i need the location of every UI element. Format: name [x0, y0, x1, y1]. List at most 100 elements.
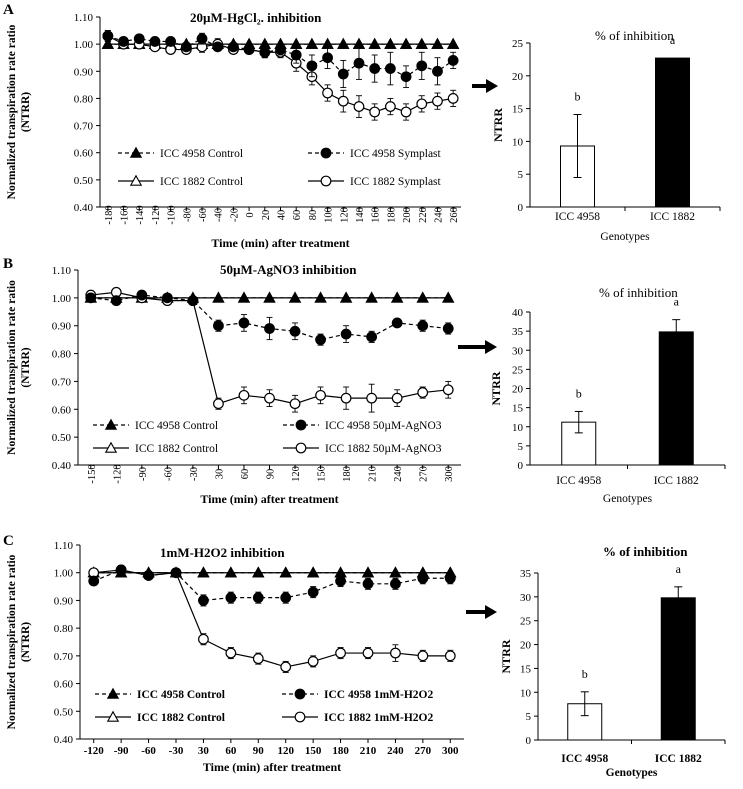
y-tick-label: 1.00 — [54, 568, 74, 580]
significance-letter: a — [670, 33, 676, 47]
x-tick-label: 140 — [355, 207, 366, 223]
y-tick-label: 0.60 — [74, 148, 94, 160]
category-label: ICC 1882 — [655, 753, 702, 765]
y-tick-label: 0.90 — [54, 595, 74, 607]
data-point — [335, 647, 346, 659]
data-point — [391, 317, 403, 329]
y-tick-label: 0.40 — [54, 734, 74, 746]
x-tick-label: 180 — [342, 466, 353, 482]
x-tick-label: -20 — [229, 208, 240, 222]
x-tick-label: 160 — [371, 207, 382, 223]
data-point — [280, 592, 292, 604]
bar-chart-title: % of inhibition — [599, 285, 678, 300]
x-tick-label: 220 — [418, 207, 429, 223]
x-axis-label: Genotypes — [600, 231, 650, 243]
data-point — [187, 295, 199, 307]
legend-label: ICC 4958 Control — [160, 148, 243, 160]
x-tick-label: 150 — [317, 466, 328, 482]
data-point — [307, 656, 319, 667]
y-tick-label: 1.10 — [54, 540, 74, 552]
legend-marker — [104, 441, 118, 453]
x-tick-label: 60 — [292, 210, 303, 221]
x-tick-label: -120 — [84, 745, 105, 757]
data-point — [198, 595, 209, 606]
y-tick-label: 25 — [520, 616, 532, 628]
significance-letter: b — [575, 90, 581, 104]
x-tick-label: -90 — [138, 467, 149, 481]
y-axis-label-unit: (NTRR) — [20, 347, 32, 387]
y-tick-label: 30 — [520, 592, 532, 604]
y-tick-label: 0.80 — [54, 623, 74, 635]
x-tick-label: 80 — [308, 210, 319, 221]
y-tick-label: 35 — [520, 568, 532, 580]
x-tick-label: -160 — [120, 205, 131, 224]
x-tick-label: 40 — [277, 210, 288, 221]
y-tick-label: 0 — [518, 460, 524, 472]
significance-letter: a — [674, 295, 680, 309]
data-point — [447, 55, 459, 66]
y-tick-label: 5 — [518, 441, 524, 453]
data-point — [391, 291, 404, 303]
data-point — [431, 37, 444, 49]
legend-label: ICC 4958 Control — [135, 420, 218, 432]
data-point — [305, 37, 319, 49]
x-tick-label: -60 — [141, 745, 156, 757]
data-point — [259, 46, 271, 58]
y-tick-label: 20 — [512, 384, 524, 396]
panel-label: B — [3, 256, 13, 272]
data-point — [322, 52, 333, 64]
x-tick-label: 300 — [444, 466, 455, 482]
x-tick-label: -90 — [114, 745, 129, 757]
data-point — [165, 36, 177, 47]
data-point — [110, 295, 122, 307]
data-point — [365, 291, 378, 303]
panel-label: A — [3, 2, 14, 18]
x-tick-label: 180 — [386, 207, 397, 223]
y-tick-label: 0.90 — [52, 321, 72, 333]
x-tick-label: 100 — [324, 207, 335, 223]
x-tick-label: 0 — [245, 212, 256, 217]
arrow-head — [485, 605, 497, 619]
x-tick-label: 120 — [339, 207, 350, 223]
y-tick-label: 0.40 — [52, 460, 72, 472]
A-line-chart: A 20µM-HgCl₂. inhibition 0.40 0.50 0.60 0.70 0… — [3, 2, 461, 250]
data-point — [416, 291, 429, 303]
data-point — [416, 98, 428, 110]
legend-marker — [295, 442, 307, 454]
x-tick-label: 30 — [198, 745, 210, 757]
data-point — [224, 566, 237, 578]
legend-label: ICC 4958 Symplast — [350, 148, 442, 160]
x-tick-label: 90 — [253, 745, 265, 757]
data-point — [264, 323, 275, 334]
legend-label: ICC 1882 50µM-AgNO3 — [325, 443, 442, 455]
y-tick-label: 15 — [520, 663, 532, 675]
data-point — [228, 41, 239, 53]
data-point — [180, 41, 192, 53]
data-point — [384, 63, 396, 74]
data-point — [362, 578, 374, 590]
bar — [660, 597, 696, 741]
data-point — [400, 71, 412, 83]
data-point — [133, 33, 145, 45]
x-axis-label: Time (min) after treatment — [203, 760, 341, 774]
data-point — [337, 95, 349, 107]
chart-title: 50µM-AgNO3 inhibition — [220, 262, 357, 277]
data-point — [289, 325, 301, 337]
series-line — [93, 569, 451, 602]
data-point — [447, 93, 459, 104]
x-tick-label: -30 — [189, 467, 200, 481]
y-tick-label: 35 — [512, 326, 524, 338]
y-tick-label: 0.50 — [52, 432, 72, 444]
category-label: ICC 4958 — [556, 475, 601, 487]
C-line-chart: C 1mM-H2O2 inhibition 0.40 0.50 0.60 0.70 0.80… — [3, 533, 464, 774]
B-bar-chart: % of inhibition 0 5 10 15 20 25 30 35 40 b ICC 4958… — [489, 285, 726, 505]
data-point — [417, 320, 429, 332]
category-label: ICC 4958 — [561, 753, 608, 765]
y-tick-label: 1.00 — [52, 293, 72, 305]
y-tick-label: 0.80 — [52, 349, 72, 361]
data-point — [389, 566, 402, 578]
chart-title: 1mM-H2O2 inhibition — [160, 545, 285, 560]
data-point — [315, 334, 326, 346]
data-point — [400, 106, 412, 118]
